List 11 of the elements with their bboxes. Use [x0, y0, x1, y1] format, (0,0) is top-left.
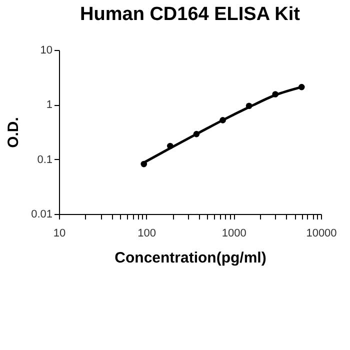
- x-tick-label: 1000: [222, 228, 246, 240]
- x-tick-label: 100: [138, 228, 156, 240]
- y-axis-title: O.D.: [5, 117, 22, 148]
- chart-title: Human CD164 ELISA Kit: [80, 4, 301, 25]
- y-tick-label: 1: [46, 99, 52, 112]
- x-axis-title: Concentration(pg/ml): [114, 250, 266, 266]
- y-tick-label: 0.1: [37, 154, 52, 166]
- x-tick-label: 10: [53, 228, 66, 240]
- y-tick-label: 0.01: [31, 208, 52, 220]
- y-tick-label: 10: [40, 44, 52, 56]
- x-tick-label: 10000: [306, 228, 337, 240]
